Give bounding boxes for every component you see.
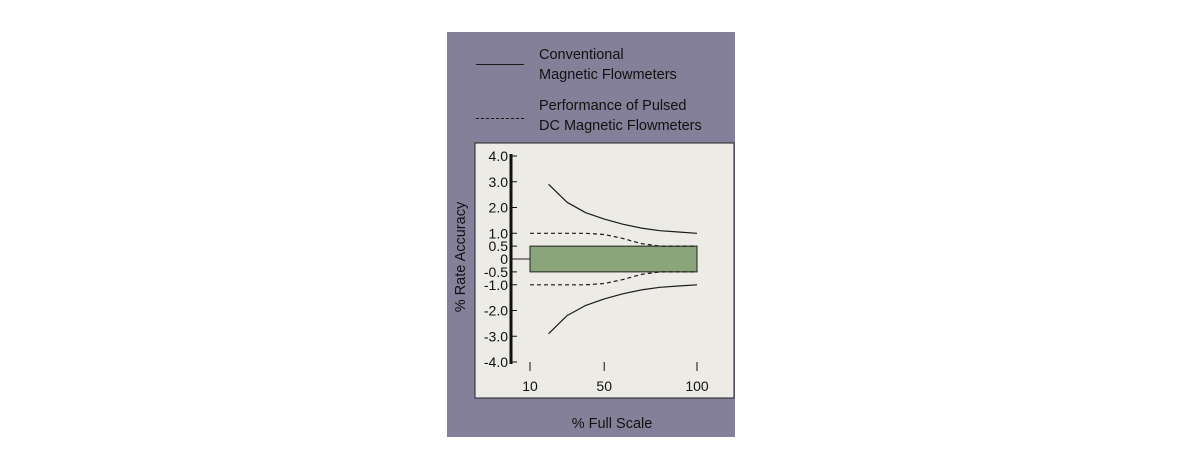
x-tick-label: 50 xyxy=(596,378,612,394)
y-tick-label: -2.0 xyxy=(484,303,508,319)
y-tick-label: 1.0 xyxy=(489,225,509,241)
x-axis-label: % Full Scale xyxy=(571,416,653,432)
plot-svg: 4.0 3.0 2.0 1.00.50-0.5-1.0 -2.0 -3.0 -4.0 10 50… xyxy=(474,142,735,399)
y-axis-label: % Rate Accuracy xyxy=(453,201,469,313)
y-tick-label: 4.0 xyxy=(489,148,509,164)
pulsed-dc-upper-curve xyxy=(530,232,697,247)
legend-label-line-1: Conventional xyxy=(539,47,624,63)
y-tick-label: -0.5 xyxy=(484,264,508,280)
y-tick-label: 3.0 xyxy=(489,174,509,190)
pulsed-dc-lower-curve xyxy=(530,271,697,286)
legend-label-line-1: Performance of Pulsed xyxy=(539,98,687,114)
y-tick-label: 0.5 xyxy=(489,238,509,254)
y-tick-label: 2.0 xyxy=(489,200,509,216)
legend-label-line-2: DC Magnetic Flowmeters xyxy=(539,118,702,134)
legend-item-pulsed-dc: Performance of Pulsed DC Magnetic Flowme… xyxy=(539,96,702,136)
x-tick-label: 100 xyxy=(685,378,709,394)
x-tick-label: 10 xyxy=(522,378,538,394)
chart-figure: Conventional Magnetic Flowmeters Perform… xyxy=(447,32,735,437)
y-tick-label: -1.0 xyxy=(484,277,508,293)
y-tick-label: -3.0 xyxy=(484,328,508,344)
legend-solid-line-swatch xyxy=(476,64,524,65)
legend-item-conventional: Conventional Magnetic Flowmeters xyxy=(539,45,677,85)
legend-dashed-line-swatch xyxy=(476,118,524,119)
y-tick-label: -4.0 xyxy=(484,354,508,370)
y-tick-label: 0 xyxy=(500,251,508,267)
conventional-lower-curve xyxy=(548,284,698,335)
conventional-upper-curve xyxy=(548,183,698,234)
accuracy-band xyxy=(529,245,698,273)
legend-label-line-2: Magnetic Flowmeters xyxy=(539,67,677,83)
